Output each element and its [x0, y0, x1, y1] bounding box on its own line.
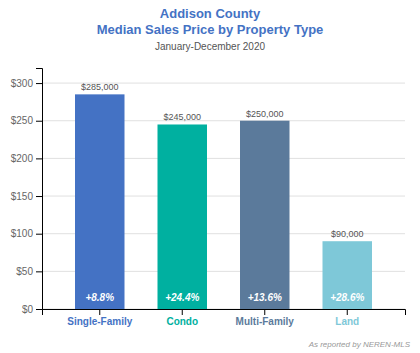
y-tick-mark [36, 309, 42, 310]
y-tick: $200 [11, 153, 42, 164]
y-tick-label: $0 [22, 304, 34, 315]
x-tick-label: Land [335, 316, 359, 327]
value-label: $285,000 [81, 82, 119, 92]
title: Median Sales Price by Property Type [97, 22, 324, 37]
chart: Addison CountyMedian Sales Price by Prop… [0, 0, 420, 353]
pct-label: +13.6% [248, 292, 282, 303]
pct-label: +8.8% [85, 292, 114, 303]
y-tick-mark [36, 196, 42, 197]
y-tick: $150 [11, 191, 42, 202]
y-tick-label: $100 [11, 228, 34, 239]
y-tick-mark [36, 158, 42, 159]
x-tick: Land [335, 309, 359, 327]
title: Addison County [160, 6, 261, 21]
x-tick-mark [99, 309, 100, 315]
labels: $285,000 $245,000 $250,000 $90,000 +8.8% +24.… [81, 82, 364, 303]
x-tick-label: Single-Family [67, 316, 132, 327]
y-tick-mark [36, 83, 42, 84]
value-label: $90,000 [331, 229, 364, 239]
bar [158, 124, 208, 309]
value-label: $245,000 [163, 112, 201, 122]
value-label: $250,000 [246, 109, 284, 119]
x-tick-label: Multi-Family [236, 316, 295, 327]
plot: $0 $50 $100 $150 $200 $250 $300 Single-Family Co… [11, 69, 406, 328]
y-tick: $100 [11, 228, 42, 239]
x-axis-line [43, 310, 406, 316]
x-tick: Condo [166, 309, 198, 327]
y-tick-mark [36, 234, 42, 235]
x-tick-mark [347, 309, 348, 315]
y-tick: $50 [16, 266, 42, 277]
x-axis: Single-Family Condo Multi-Family Land [43, 309, 406, 327]
y-tick-label: $200 [11, 153, 34, 164]
y-tick-label: $300 [11, 78, 34, 89]
bar [240, 121, 290, 309]
pct-label: +24.4% [165, 292, 199, 303]
pct-label: +28.6% [330, 292, 364, 303]
y-tick-mark [36, 121, 42, 122]
bars [75, 94, 372, 309]
y-axis: $0 $50 $100 $150 $200 $250 $300 [11, 69, 43, 315]
x-tick-label: Condo [166, 316, 198, 327]
y-tick: $250 [11, 115, 42, 126]
y-tick: $0 [22, 304, 42, 315]
y-tick-label: $150 [11, 191, 34, 202]
y-tick-mark [36, 271, 42, 272]
bar [75, 94, 125, 309]
x-tick-mark [182, 309, 183, 315]
grid [42, 83, 405, 309]
y-tick-label: $250 [11, 115, 34, 126]
y-axis-line [36, 69, 43, 310]
x-tick-mark [264, 309, 265, 315]
x-tick: Single-Family [67, 309, 132, 327]
x-tick: Multi-Family [236, 309, 295, 327]
bar [323, 241, 373, 309]
subtitle: January-December 2020 [155, 41, 265, 52]
y-tick-label: $50 [16, 266, 33, 277]
y-tick: $300 [11, 78, 42, 89]
footer: As reported by NEREN-MLS [308, 340, 411, 349]
